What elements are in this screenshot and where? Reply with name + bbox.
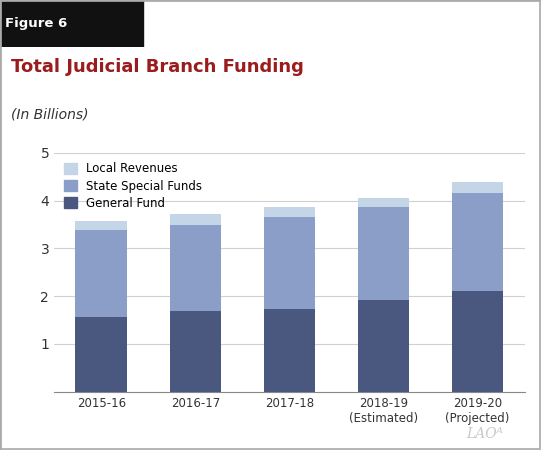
Bar	[358, 301, 410, 392]
Bar	[358, 207, 410, 301]
Bar	[452, 182, 503, 193]
Bar	[0, 0, 143, 47]
Bar	[169, 225, 221, 311]
Bar	[358, 198, 410, 207]
Text: Figure 6: Figure 6	[5, 17, 68, 30]
Bar	[452, 291, 503, 392]
Bar	[169, 214, 221, 225]
Text: Total Judicial Branch Funding: Total Judicial Branch Funding	[11, 58, 304, 76]
Bar	[169, 311, 221, 392]
Bar	[263, 207, 315, 217]
Legend: Local Revenues, State Special Funds, General Fund: Local Revenues, State Special Funds, Gen…	[60, 159, 206, 213]
Bar	[76, 317, 127, 392]
Bar	[76, 221, 127, 230]
Text: (In Billions): (In Billions)	[11, 108, 88, 122]
Bar	[263, 217, 315, 309]
Bar	[263, 309, 315, 392]
Bar	[76, 230, 127, 317]
Text: LAOᴬ: LAOᴬ	[466, 427, 503, 441]
Bar	[452, 193, 503, 291]
